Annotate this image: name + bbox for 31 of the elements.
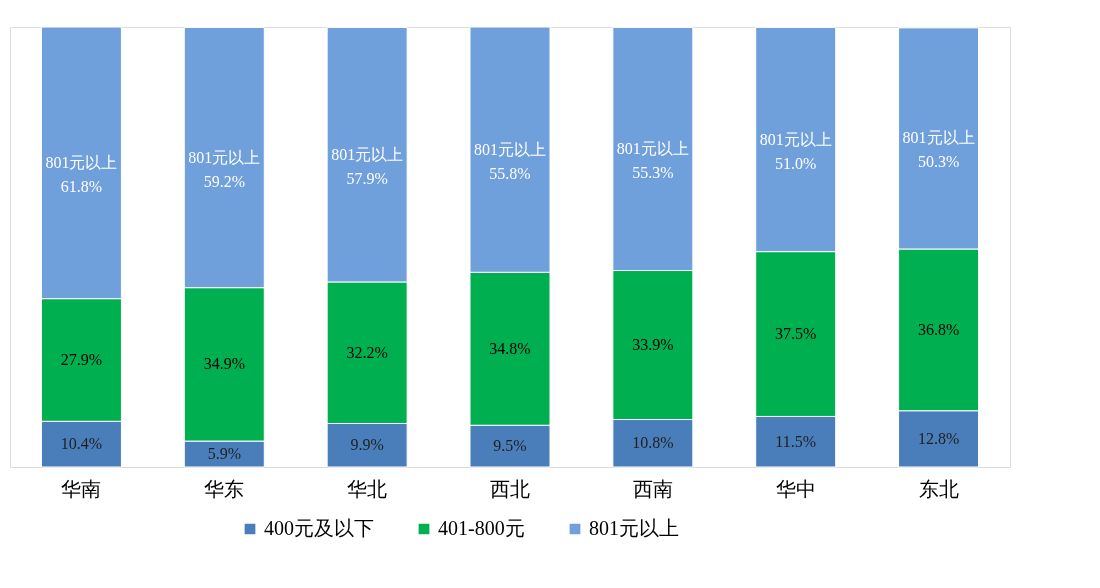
data-label: 801元以上 50.3%	[902, 129, 975, 171]
data-label: 801元以上 57.9%	[331, 145, 404, 187]
data-label: 801元以上 55.8%	[474, 140, 546, 182]
legend-label: 401-800元	[438, 517, 525, 539]
x-tick-label: 华北	[347, 477, 388, 500]
data-label: 801元以上 59.2%	[188, 148, 261, 190]
legend-label: 400元及以下	[264, 517, 374, 539]
data-label: 801元以上 61.8%	[45, 153, 118, 195]
x-tick-label: 华中	[775, 477, 816, 500]
data-label: 5.9%	[207, 445, 241, 463]
data-label: 34.9%	[203, 355, 245, 373]
data-label: 36.8%	[917, 320, 960, 338]
data-label: 32.2%	[346, 343, 388, 361]
x-tick-label: 西南	[632, 477, 673, 500]
data-label: 10.4%	[60, 435, 103, 453]
data-label: 34.8%	[489, 339, 531, 357]
data-label: 9.9%	[350, 436, 384, 454]
x-tick-label: 华南	[61, 477, 102, 500]
data-label: 12.8%	[917, 429, 960, 447]
data-label: 37.5%	[775, 325, 817, 343]
x-tick-label: 东北	[918, 477, 959, 500]
data-label: 11.5%	[775, 432, 817, 450]
x-tick-label: 西北	[490, 477, 530, 500]
data-label: 10.8%	[632, 434, 674, 452]
data-label: 33.9%	[632, 336, 674, 354]
data-label: 801元以上 51.0%	[759, 130, 832, 172]
data-label: 801元以上 55.3%	[616, 139, 689, 181]
data-label: 27.9%	[60, 350, 103, 368]
data-label: 9.5%	[493, 437, 527, 455]
x-tick-label: 华东	[204, 477, 245, 500]
legend-label: 801元以上	[589, 517, 679, 539]
